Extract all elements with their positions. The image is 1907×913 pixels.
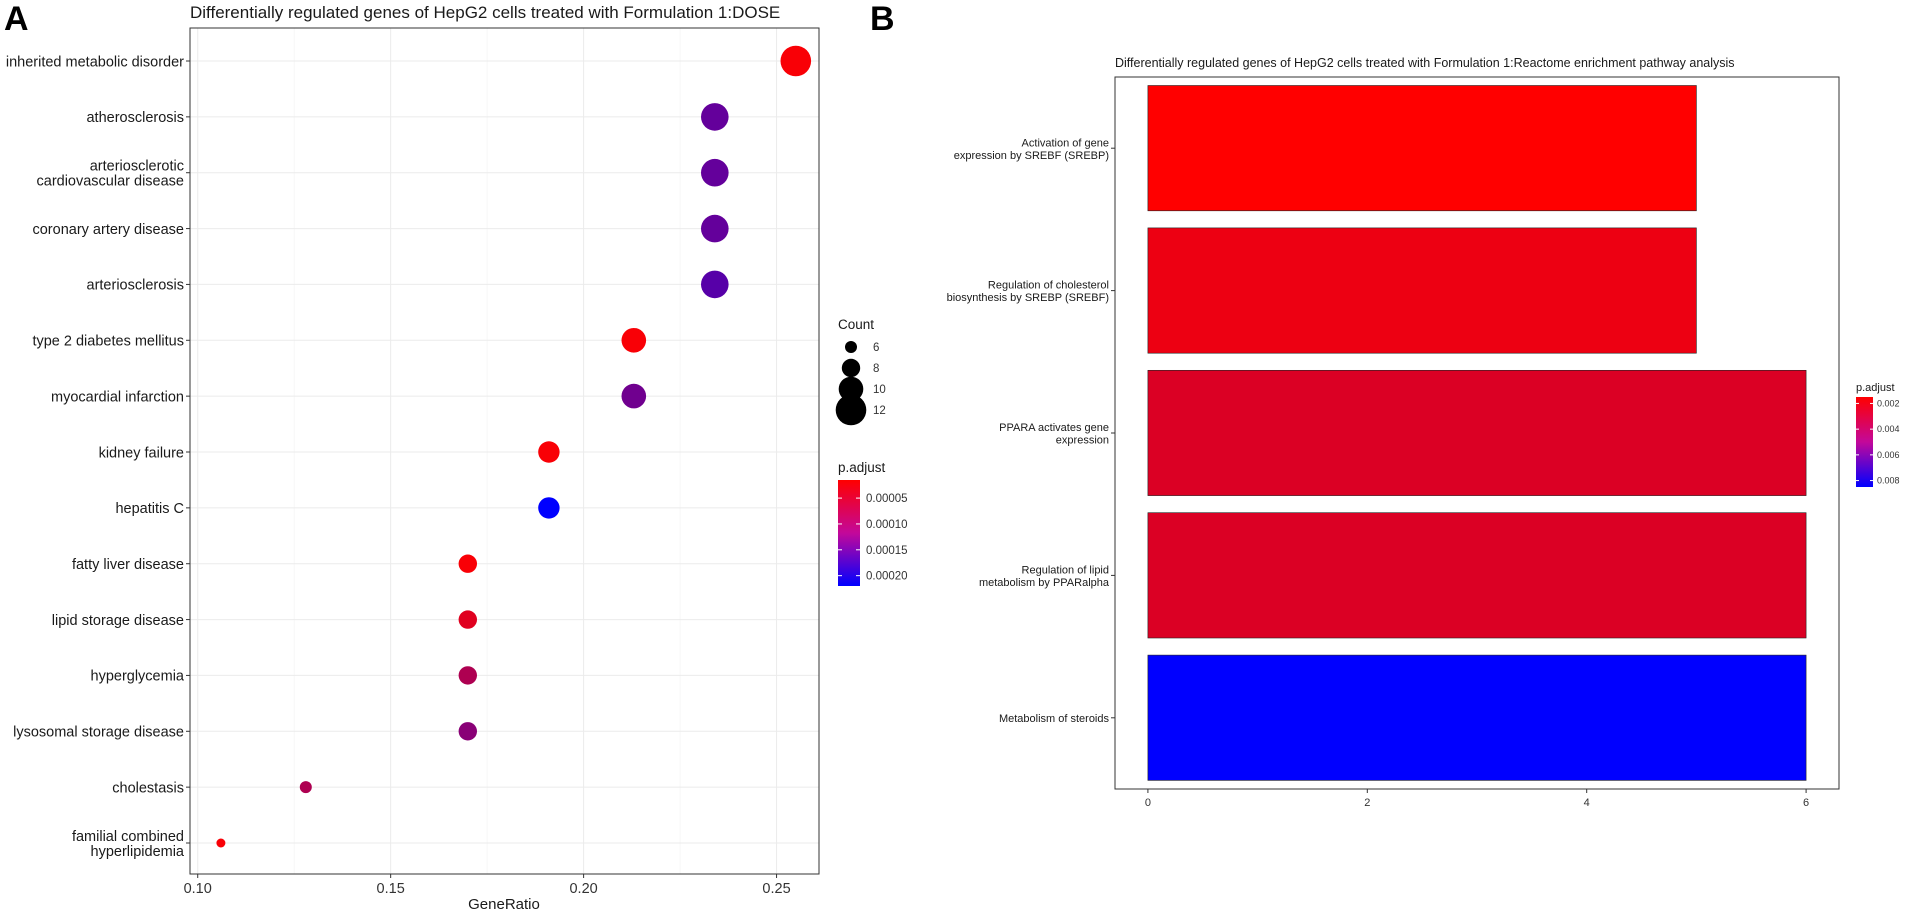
padjust-legend-a-ticks: 0.00005 0.00010 0.00015 0.00020	[838, 493, 908, 583]
dotplot-x-axis-label: GeneRatio	[468, 896, 540, 913]
y-tick-label: arteriosclerosis	[87, 278, 185, 294]
y-tick-label: PPARA activates gene expression	[999, 422, 1109, 447]
x-tick-label: 0	[1145, 797, 1151, 809]
dotplot-panel-border	[189, 27, 820, 875]
count-legend-dot	[845, 341, 857, 353]
y-tick-label: Activation of gene expression by SREBF (S…	[954, 137, 1109, 162]
colorbar-label: 0.00010	[866, 519, 908, 531]
count-legend-label: 10	[873, 384, 886, 396]
barchart-bars	[1147, 85, 1807, 781]
dot-point	[701, 103, 729, 131]
bar	[1147, 654, 1807, 781]
x-tick-label: 0.15	[377, 881, 405, 897]
barchart-panel: Differentially regulated genes of HepG2 …	[947, 56, 1900, 809]
barchart-title: Differentially regulated genes of HepG2 …	[1115, 56, 1735, 70]
count-legend-keys: 6 8 10 12	[835, 341, 886, 426]
count-legend-label: 12	[873, 405, 886, 417]
padjust-colorbar-a	[838, 480, 860, 586]
dotplot-x-tick-labels: 0.10 0.15 0.20 0.25	[184, 874, 791, 897]
y-tick-label: inherited metabolic disorder	[6, 54, 184, 70]
count-legend-label: 6	[873, 342, 879, 354]
dot-point	[701, 270, 729, 299]
colorbar-label: 0.006	[1877, 450, 1900, 460]
dot-point	[216, 838, 226, 848]
count-legend-dot	[835, 394, 867, 426]
dotplot-panel: Differentially regulated genes of HepG2 …	[6, 3, 908, 913]
y-tick-label: coronary artery disease	[32, 222, 184, 238]
count-legend-title: Count	[838, 317, 874, 332]
barchart-y-tick-labels: Activation of gene expression by SREBF (S…	[947, 137, 1115, 725]
dot-point	[538, 441, 560, 463]
padjust-colorbar-b	[1856, 397, 1873, 487]
dot-point	[299, 781, 312, 794]
y-tick-label: type 2 diabetes mellitus	[32, 334, 184, 350]
colorbar-label: 0.002	[1877, 398, 1900, 408]
dot-point	[538, 497, 560, 519]
panel-letter-b: B	[870, 0, 895, 38]
dot-point	[458, 666, 477, 685]
x-tick-label: 2	[1364, 797, 1370, 809]
colorbar-label: 0.008	[1877, 476, 1900, 486]
barchart-x-tick-labels: 0 2 4 6	[1145, 789, 1809, 809]
x-tick-label: 0.20	[569, 881, 597, 897]
count-legend-label: 8	[873, 363, 879, 375]
bar	[1147, 227, 1697, 354]
y-tick-label: Metabolism of steroids	[999, 713, 1110, 725]
y-tick-label: atherosclerosis	[86, 110, 184, 126]
dot-point	[780, 45, 812, 77]
padjust-legend-a-title: p.adjust	[838, 460, 886, 475]
y-tick-label: hyperglycemia	[91, 669, 185, 685]
dotplot-title: Differentially regulated genes of HepG2 …	[190, 3, 780, 22]
dot-point	[701, 158, 729, 187]
y-tick-label: Regulation of cholesterol biosynthesis by…	[947, 280, 1109, 305]
bar	[1147, 369, 1807, 496]
y-tick-label: arteriosclerotic cardiovascular disease	[37, 159, 185, 190]
colorbar-label: 0.004	[1877, 424, 1900, 434]
padjust-legend-b-ticks: 0.002 0.004 0.006 0.008	[1856, 398, 1900, 486]
x-tick-label: 0.10	[184, 881, 212, 897]
y-tick-label: hepatitis C	[115, 501, 184, 517]
dot-point	[458, 554, 477, 573]
dot-point	[621, 383, 647, 409]
colorbar-label: 0.00005	[866, 493, 908, 505]
y-tick-label: fatty liver disease	[72, 557, 184, 573]
y-tick-label: myocardial infarction	[51, 389, 184, 405]
panel-letter-a: A	[4, 0, 29, 38]
dot-point	[621, 328, 647, 353]
x-tick-label: 0.25	[762, 881, 790, 897]
y-tick-label: Regulation of lipid metabolism by PPARalp…	[979, 565, 1110, 590]
bar	[1147, 512, 1807, 639]
padjust-legend-b-title: p.adjust	[1856, 382, 1895, 394]
dotplot-y-tick-labels: inherited metabolic disorder atherosclero…	[6, 54, 190, 860]
y-tick-label: familial combined hyperlipidemia	[72, 829, 185, 860]
padjust-legend-a: p.adjust 0.00005 0.00010 0.00015 0.00020	[838, 460, 908, 586]
padjust-legend-b: p.adjust 0.002 0.004 0.006 0.008	[1856, 382, 1900, 487]
y-tick-label: lipid storage disease	[52, 613, 184, 629]
count-legend-dot	[841, 358, 861, 378]
colorbar-label: 0.00020	[866, 571, 908, 583]
y-tick-label: lysosomal storage disease	[13, 725, 184, 741]
colorbar-label: 0.00015	[866, 545, 908, 557]
dot-point	[458, 610, 477, 629]
bar	[1147, 85, 1697, 212]
dot-point	[458, 722, 477, 741]
count-legend: Count 6 8 10 12	[835, 317, 886, 426]
dotplot-points	[216, 45, 812, 848]
count-legend-dot	[838, 376, 864, 402]
y-tick-label: kidney failure	[99, 445, 184, 461]
y-tick-label: cholestasis	[112, 780, 184, 796]
dotplot-gridlines	[190, 28, 819, 874]
x-tick-label: 4	[1584, 797, 1590, 809]
dot-point	[701, 214, 729, 243]
x-tick-label: 6	[1803, 797, 1809, 809]
